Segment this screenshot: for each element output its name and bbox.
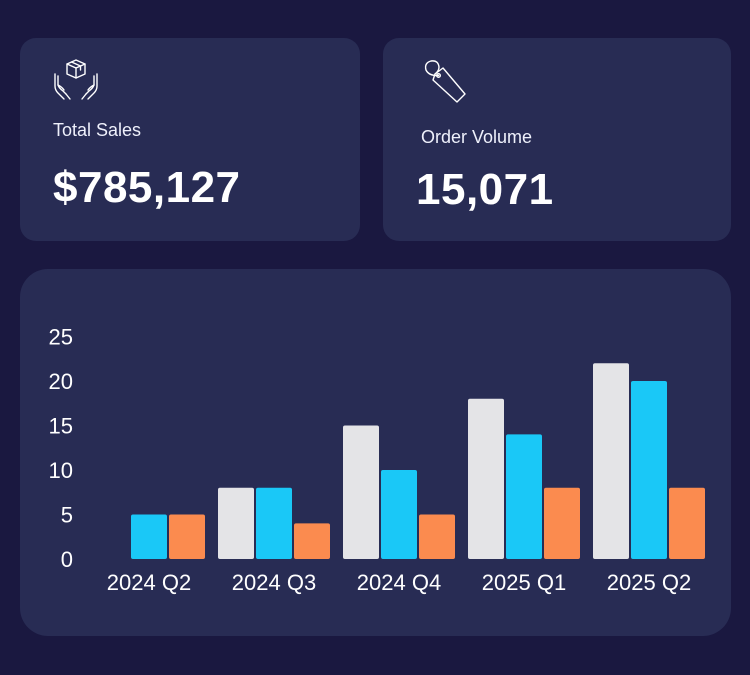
total-sales-card: Total Sales $785,127 — [20, 38, 360, 241]
total-sales-label: Total Sales — [53, 120, 142, 140]
order-volume-label: Order Volume — [421, 127, 533, 147]
price-tag-icon — [421, 58, 469, 106]
order-volume-card: Order Volume 15,071 — [383, 38, 731, 241]
hands-holding-box-icon — [52, 54, 100, 102]
order-volume-value: 15,071 — [416, 165, 554, 214]
total-sales-value: $785,127 — [53, 163, 241, 212]
quarterly-bar-chart-card — [20, 269, 731, 636]
